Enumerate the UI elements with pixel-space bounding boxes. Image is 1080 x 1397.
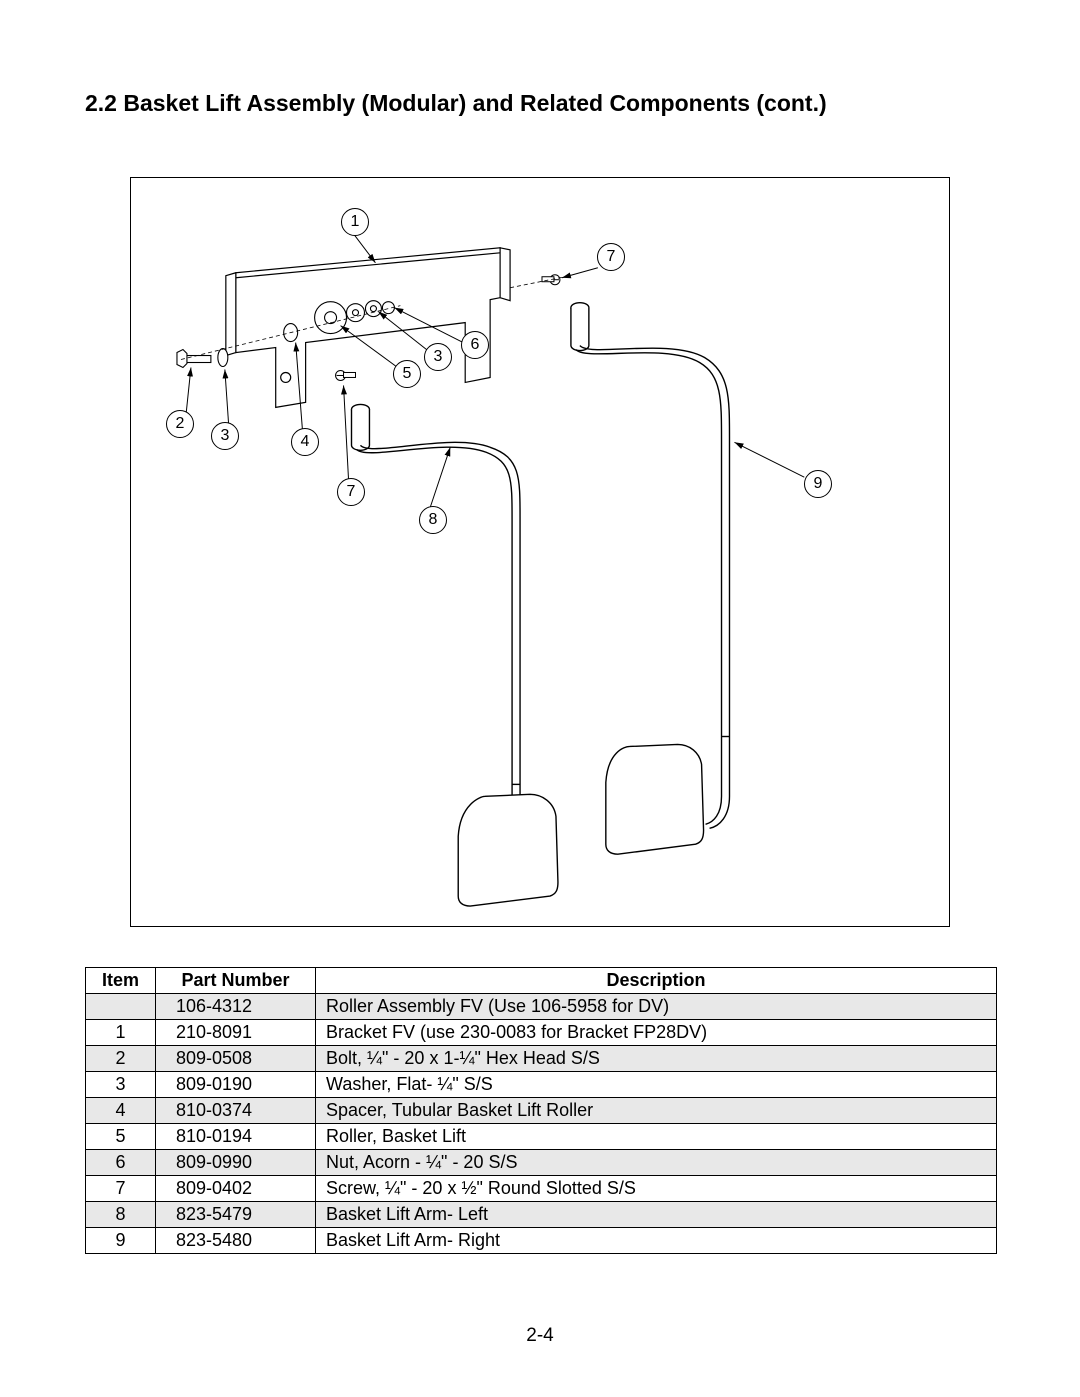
callout-7: 7 xyxy=(337,478,365,506)
assembly-diagram xyxy=(131,178,949,926)
callout-3: 3 xyxy=(211,422,239,450)
callout-4: 4 xyxy=(291,428,319,456)
cell-part: 823-5479 xyxy=(156,1202,316,1228)
cell-part: 823-5480 xyxy=(156,1228,316,1254)
cell-item: 5 xyxy=(86,1124,156,1150)
col-part-header: Part Number xyxy=(156,968,316,994)
callout-7: 7 xyxy=(597,243,625,271)
table-row: 8823-5479Basket Lift Arm- Left xyxy=(86,1202,997,1228)
page: 2.2 Basket Lift Assembly (Modular) and R… xyxy=(0,0,1080,1397)
cell-item: 6 xyxy=(86,1150,156,1176)
table-row: 6809-0990Nut, Acorn - ¼" - 20 S/S xyxy=(86,1150,997,1176)
cell-desc: Washer, Flat- ¼" S/S xyxy=(316,1072,997,1098)
callout-9: 9 xyxy=(804,470,832,498)
cell-item: 7 xyxy=(86,1176,156,1202)
cell-part: 106-4312 xyxy=(156,994,316,1020)
cell-item: 8 xyxy=(86,1202,156,1228)
callout-6: 6 xyxy=(461,331,489,359)
col-item-header: Item xyxy=(86,968,156,994)
cell-item: 2 xyxy=(86,1046,156,1072)
table-row: 4810-0374Spacer, Tubular Basket Lift Rol… xyxy=(86,1098,997,1124)
cell-part: 809-0508 xyxy=(156,1046,316,1072)
table-row: 2809-0508Bolt, ¼" - 20 x 1-¼" Hex Head S… xyxy=(86,1046,997,1072)
table-row: 9823-5480Basket Lift Arm- Right xyxy=(86,1228,997,1254)
cell-desc: Bolt, ¼" - 20 x 1-¼" Hex Head S/S xyxy=(316,1046,997,1072)
parts-table: Item Part Number Description 106-4312Rol… xyxy=(85,967,997,1254)
cell-desc: Roller Assembly FV (Use 106-5958 for DV) xyxy=(316,994,997,1020)
table-row: 1210-8091Bracket FV (use 230-0083 for Br… xyxy=(86,1020,997,1046)
cell-part: 810-0374 xyxy=(156,1098,316,1124)
section-heading: 2.2 Basket Lift Assembly (Modular) and R… xyxy=(85,90,995,117)
diagram-frame: 17635234789 xyxy=(130,177,950,927)
cell-desc: Roller, Basket Lift xyxy=(316,1124,997,1150)
cell-item: 1 xyxy=(86,1020,156,1046)
page-number: 2-4 xyxy=(0,1325,1080,1347)
callout-2: 2 xyxy=(166,410,194,438)
cell-desc: Basket Lift Arm- Right xyxy=(316,1228,997,1254)
cell-part: 809-0402 xyxy=(156,1176,316,1202)
cell-item xyxy=(86,994,156,1020)
cell-part: 810-0194 xyxy=(156,1124,316,1150)
col-desc-header: Description xyxy=(316,968,997,994)
cell-desc: Bracket FV (use 230-0083 for Bracket FP2… xyxy=(316,1020,997,1046)
table-row: 5810-0194Roller, Basket Lift xyxy=(86,1124,997,1150)
cell-desc: Basket Lift Arm- Left xyxy=(316,1202,997,1228)
callout-5: 5 xyxy=(393,360,421,388)
table-row: 7809-0402Screw, ¼" - 20 x ½" Round Slott… xyxy=(86,1176,997,1202)
cell-item: 9 xyxy=(86,1228,156,1254)
cell-desc: Screw, ¼" - 20 x ½" Round Slotted S/S xyxy=(316,1176,997,1202)
callout-3: 3 xyxy=(424,343,452,371)
cell-desc: Spacer, Tubular Basket Lift Roller xyxy=(316,1098,997,1124)
table-row: 106-4312Roller Assembly FV (Use 106-5958… xyxy=(86,994,997,1020)
cell-desc: Nut, Acorn - ¼" - 20 S/S xyxy=(316,1150,997,1176)
cell-part: 809-0990 xyxy=(156,1150,316,1176)
callout-1: 1 xyxy=(341,208,369,236)
cell-item: 3 xyxy=(86,1072,156,1098)
cell-part: 210-8091 xyxy=(156,1020,316,1046)
cell-item: 4 xyxy=(86,1098,156,1124)
cell-part: 809-0190 xyxy=(156,1072,316,1098)
callout-8: 8 xyxy=(419,506,447,534)
table-row: 3809-0190Washer, Flat- ¼" S/S xyxy=(86,1072,997,1098)
